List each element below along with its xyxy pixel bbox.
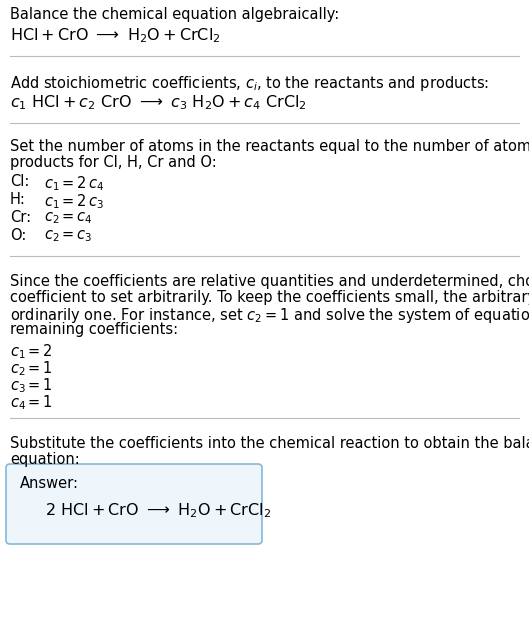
Text: $c_1 = 2$: $c_1 = 2$	[10, 342, 53, 361]
Text: coefficient to set arbitrarily. To keep the coefficients small, the arbitrary va: coefficient to set arbitrarily. To keep …	[10, 290, 529, 305]
Text: $\mathsf{HCl + CrO\ \longrightarrow\ H_2O + CrCl_2}$: $\mathsf{HCl + CrO\ \longrightarrow\ H_2…	[10, 26, 221, 45]
Text: equation:: equation:	[10, 452, 80, 467]
Text: H:: H:	[10, 192, 26, 207]
Text: $c_4 = 1$: $c_4 = 1$	[10, 393, 53, 412]
Text: Cl:: Cl:	[10, 174, 30, 189]
Text: Answer:: Answer:	[20, 476, 79, 491]
Text: Cr:: Cr:	[10, 210, 31, 225]
Text: Balance the chemical equation algebraically:: Balance the chemical equation algebraica…	[10, 7, 339, 22]
Text: Add stoichiometric coefficients, $c_i$, to the reactants and products:: Add stoichiometric coefficients, $c_i$, …	[10, 74, 489, 93]
Text: O:: O:	[10, 228, 26, 243]
Text: $c_1\ \mathsf{HCl} + c_2\ \mathsf{CrO}\ \longrightarrow\ c_3\ \mathsf{H_2O} + c_: $c_1\ \mathsf{HCl} + c_2\ \mathsf{CrO}\ …	[10, 93, 307, 112]
Text: $\mathsf{2\ HCl + CrO\ \longrightarrow\ H_2O + CrCl_2}$: $\mathsf{2\ HCl + CrO\ \longrightarrow\ …	[45, 501, 271, 520]
Text: Since the coefficients are relative quantities and underdetermined, choose a: Since the coefficients are relative quan…	[10, 274, 529, 289]
Text: $c_2 = c_4$: $c_2 = c_4$	[44, 210, 93, 226]
Text: ordinarily one. For instance, set $c_2 = 1$ and solve the system of equations fo: ordinarily one. For instance, set $c_2 =…	[10, 306, 529, 325]
Text: remaining coefficients:: remaining coefficients:	[10, 322, 178, 337]
Text: Set the number of atoms in the reactants equal to the number of atoms in the: Set the number of atoms in the reactants…	[10, 139, 529, 154]
Text: $c_1 = 2\,c_4$: $c_1 = 2\,c_4$	[44, 174, 105, 192]
Text: $c_3 = 1$: $c_3 = 1$	[10, 376, 53, 395]
Text: Substitute the coefficients into the chemical reaction to obtain the balanced: Substitute the coefficients into the che…	[10, 436, 529, 451]
Text: $c_2 = c_3$: $c_2 = c_3$	[44, 228, 93, 244]
Text: $c_2 = 1$: $c_2 = 1$	[10, 359, 53, 377]
FancyBboxPatch shape	[6, 464, 262, 544]
Text: $c_1 = 2\,c_3$: $c_1 = 2\,c_3$	[44, 192, 104, 211]
Text: products for Cl, H, Cr and O:: products for Cl, H, Cr and O:	[10, 155, 217, 170]
